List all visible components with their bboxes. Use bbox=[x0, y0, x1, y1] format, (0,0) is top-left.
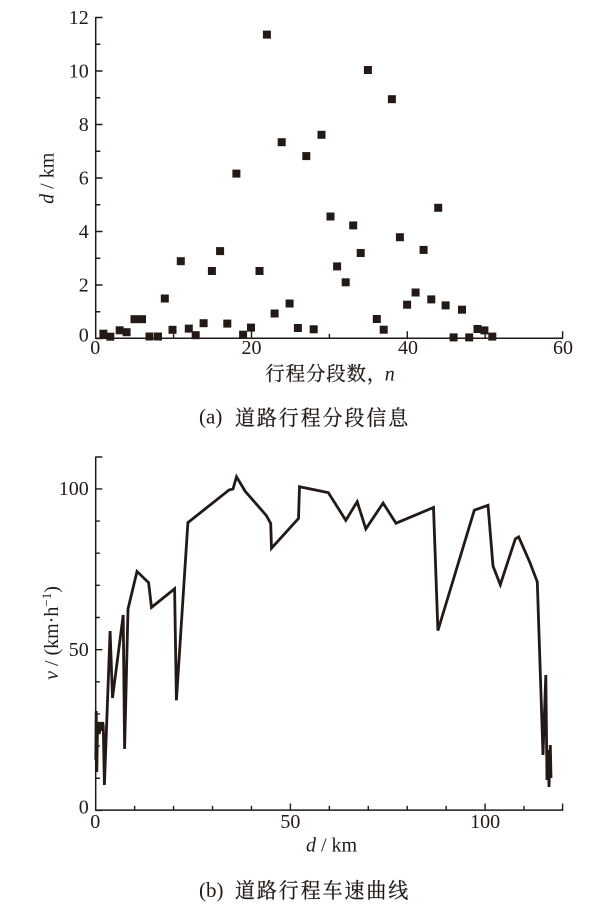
svg-text:0: 0 bbox=[90, 811, 100, 833]
svg-text:12: 12 bbox=[69, 7, 89, 29]
svg-text:50: 50 bbox=[69, 639, 89, 661]
svg-text:50: 50 bbox=[280, 811, 300, 833]
svg-text:d / km: d / km bbox=[37, 152, 59, 204]
svg-text:2: 2 bbox=[79, 274, 89, 296]
svg-text:40: 40 bbox=[398, 337, 418, 359]
svg-text:6: 6 bbox=[79, 167, 89, 189]
svg-text:0: 0 bbox=[79, 325, 89, 347]
svg-text:10: 10 bbox=[69, 60, 89, 82]
svg-text:8: 8 bbox=[79, 114, 89, 136]
svg-text:(b): (b) bbox=[199, 878, 224, 902]
svg-text:0: 0 bbox=[90, 337, 100, 359]
svg-text:100: 100 bbox=[470, 811, 500, 833]
svg-text:20: 20 bbox=[242, 337, 262, 359]
svg-text:(a): (a) bbox=[199, 405, 222, 429]
svg-text:n: n bbox=[385, 364, 395, 386]
svg-text:d / km: d / km bbox=[306, 835, 358, 857]
svg-text:100: 100 bbox=[59, 478, 89, 500]
svg-text:60: 60 bbox=[553, 337, 573, 359]
svg-text:4: 4 bbox=[79, 221, 89, 243]
svg-text:0: 0 bbox=[79, 796, 89, 818]
